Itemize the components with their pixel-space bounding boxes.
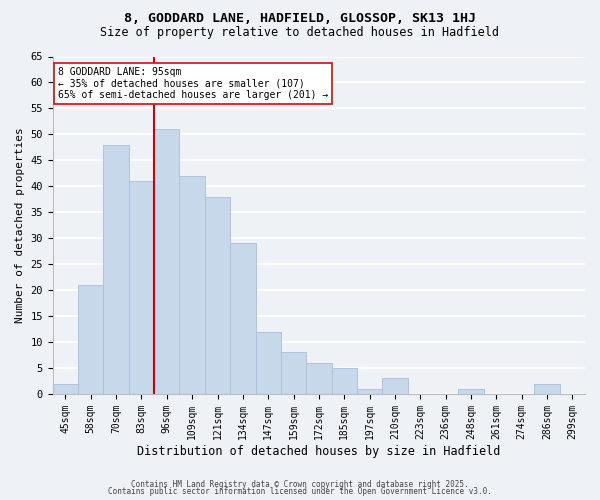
Text: 8, GODDARD LANE, HADFIELD, GLOSSOP, SK13 1HJ: 8, GODDARD LANE, HADFIELD, GLOSSOP, SK13…: [124, 12, 476, 26]
Text: Contains public sector information licensed under the Open Government Licence v3: Contains public sector information licen…: [108, 488, 492, 496]
Bar: [458, 389, 484, 394]
Text: Contains HM Land Registry data © Crown copyright and database right 2025.: Contains HM Land Registry data © Crown c…: [131, 480, 469, 489]
Bar: [205, 196, 230, 394]
X-axis label: Distribution of detached houses by size in Hadfield: Distribution of detached houses by size …: [137, 444, 500, 458]
Bar: [53, 384, 78, 394]
Bar: [103, 145, 129, 394]
Bar: [230, 244, 256, 394]
Bar: [256, 332, 281, 394]
Bar: [154, 129, 179, 394]
Text: 8 GODDARD LANE: 95sqm
← 35% of detached houses are smaller (107)
65% of semi-det: 8 GODDARD LANE: 95sqm ← 35% of detached …: [58, 66, 328, 100]
Bar: [306, 363, 332, 394]
Bar: [332, 368, 357, 394]
Y-axis label: Number of detached properties: Number of detached properties: [15, 128, 25, 323]
Bar: [179, 176, 205, 394]
Bar: [382, 378, 407, 394]
Text: Size of property relative to detached houses in Hadfield: Size of property relative to detached ho…: [101, 26, 499, 39]
Bar: [78, 285, 103, 394]
Bar: [357, 389, 382, 394]
Bar: [281, 352, 306, 394]
Bar: [535, 384, 560, 394]
Bar: [129, 181, 154, 394]
